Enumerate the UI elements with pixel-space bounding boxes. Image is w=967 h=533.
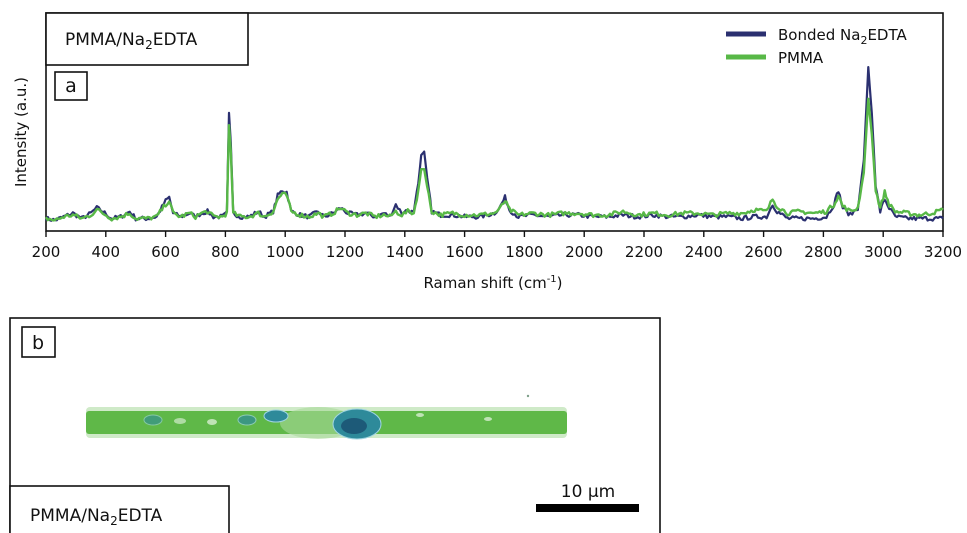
x-tick-label: 3200	[924, 243, 962, 261]
x-tick-label: 2000	[565, 243, 603, 261]
x-axis-ticks: 200 400 600 800 1000 1200 1400 1600 1800 2000 2200…	[32, 231, 962, 261]
x-tick-label: 1800	[505, 243, 543, 261]
panel-letter-b: b	[32, 332, 44, 354]
particle-large-core	[341, 418, 367, 434]
x-axis-label: Raman shift (cm-1)	[423, 274, 562, 292]
sample-label-frame	[45, 12, 249, 66]
series-line-1	[44, 97, 944, 222]
x-tick-label: 1400	[386, 243, 424, 261]
scale-bar-line	[536, 504, 639, 512]
fiber-highlight-1	[207, 419, 217, 425]
particle-small-2	[143, 414, 163, 426]
panel-a: PMMA/Na2EDTA a Bonded Na2EDTA PMMA 200 40…	[12, 12, 962, 292]
fiber-highlight-4	[484, 417, 492, 421]
x-tick-label: 2800	[804, 243, 842, 261]
map-sample-label-box: PMMA/Na2EDTA	[9, 485, 230, 533]
fiber-highlight-3	[416, 413, 424, 417]
x-tick-label: 1600	[446, 243, 484, 261]
x-tick-label: 1200	[326, 243, 364, 261]
y-axis-label: Intensity (a.u.)	[12, 77, 30, 187]
legend-label-pmma: PMMA	[778, 49, 824, 67]
x-tick-label: 600	[151, 243, 180, 261]
x-tick-label: 2600	[745, 243, 783, 261]
scale-bar-label: 10 µm	[561, 482, 615, 502]
x-tick-label: 3000	[864, 243, 902, 261]
legend-label-bonded: Bonded Na2EDTA	[778, 26, 907, 47]
panel-letter-a-box: a	[54, 71, 88, 101]
speck	[526, 394, 530, 398]
legend: Bonded Na2EDTA PMMA	[726, 26, 907, 67]
particle-small-1	[237, 414, 257, 426]
map-sample-label: PMMA/Na2EDTA	[30, 506, 163, 528]
panel-b: b PMMA/Na2EDTA 10 µm	[9, 317, 661, 533]
sample-label: PMMA/Na2EDTA	[65, 30, 198, 52]
x-tick-label: 2400	[685, 243, 723, 261]
sample-label-box: PMMA/Na2EDTA	[45, 12, 249, 66]
scale-bar: 10 µm	[536, 482, 639, 512]
raman-map-fiber	[86, 394, 567, 440]
panel-letter-a: a	[65, 75, 77, 97]
panel-letter-b-box: b	[21, 326, 56, 358]
fiber-highlight-2	[174, 418, 186, 424]
panel-letter-a-frame	[54, 71, 88, 101]
x-tick-label: 200	[32, 243, 61, 261]
particle-medium	[263, 409, 289, 423]
x-tick-label: 2200	[625, 243, 663, 261]
x-tick-label: 800	[211, 243, 240, 261]
x-tick-label: 1000	[266, 243, 304, 261]
x-tick-label: 400	[91, 243, 120, 261]
panel-letter-b-frame	[21, 326, 56, 358]
map-sample-label-frame	[9, 485, 230, 533]
series-layer	[44, 66, 944, 222]
